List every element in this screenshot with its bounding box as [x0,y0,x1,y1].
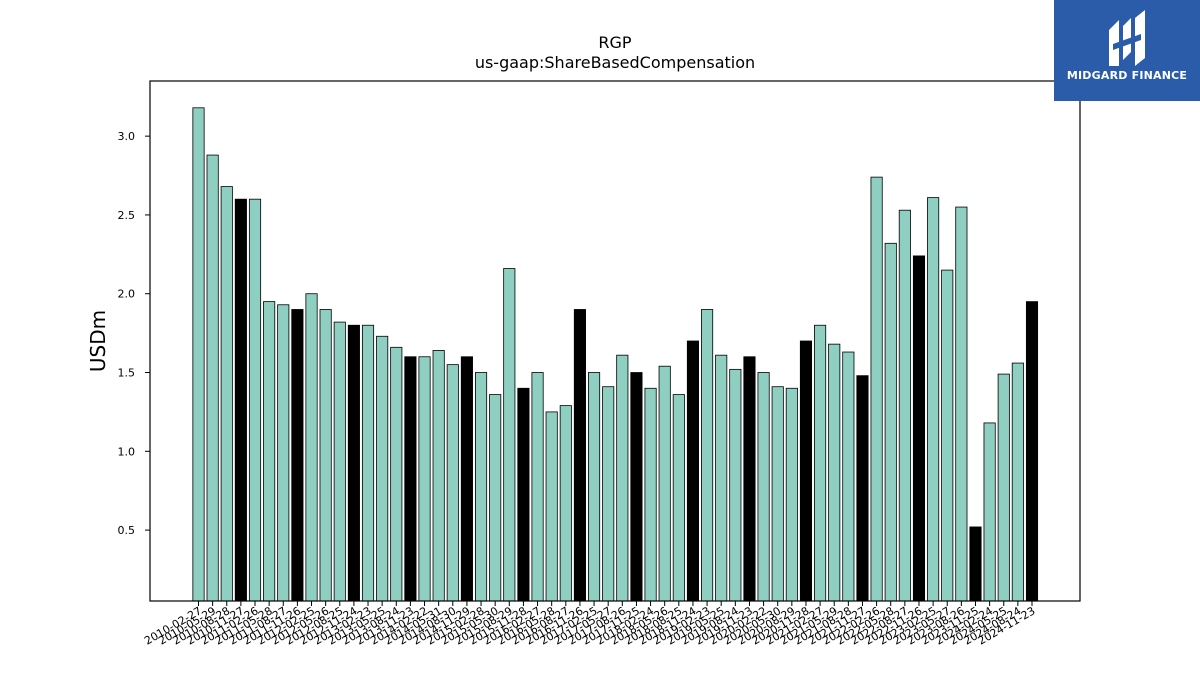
bar [997,373,1010,602]
bar [418,356,431,602]
y-tick-label: 1.0 [118,445,136,458]
bar [757,372,770,602]
bar [474,372,488,602]
bar [898,209,911,602]
bar [912,255,926,602]
bar [969,526,982,602]
bar [686,340,699,602]
bar [1025,301,1039,602]
bar [531,372,544,602]
bar [672,394,685,602]
bar [1011,362,1024,602]
bar [884,242,897,602]
bar [333,321,346,602]
bar [927,197,940,602]
bar [489,394,502,602]
bar [588,372,601,602]
y-axis-label: USDm [86,310,110,372]
y-tick-label: 2.0 [118,288,136,301]
bar [842,351,855,602]
bar [870,176,883,602]
bar [234,198,247,602]
y-tick-label: 0.5 [118,524,136,537]
bar [715,354,728,602]
bar [206,154,219,602]
midgard-finance-logo: MIDGARD FINANCE [1054,0,1200,101]
bar [545,411,558,602]
bar [319,309,332,602]
logo-text: MIDGARD FINANCE [1066,69,1188,82]
bar [220,186,233,602]
bar [616,354,629,602]
chart-subtitle: us-gaap:ShareBasedCompensation [475,53,755,72]
bar [192,107,205,602]
bar [814,324,827,602]
bar [390,346,403,602]
bars-group [192,107,1039,602]
bar [503,268,516,602]
midgard-logo-icon [1109,10,1145,66]
plot-frame [149,80,1081,602]
bar [955,206,968,602]
bar [701,309,714,602]
bar [856,375,869,602]
bar [785,387,798,602]
chart-title: RGP [598,33,632,52]
bar [573,309,586,602]
bar [361,324,375,602]
bar [248,198,262,602]
bar [630,372,643,602]
bar [771,386,784,602]
bar [446,364,459,602]
bar [376,335,389,602]
bar [277,304,290,602]
bar [983,422,996,602]
bar [404,356,417,602]
bar [658,365,671,602]
y-tick-label: 3.0 [118,130,136,143]
bar [347,324,360,602]
bar [432,350,445,602]
x-axis: 2010-02-272010-05-292010-08-282010-11-27… [142,601,1038,648]
bar [291,309,304,602]
bar [644,387,657,602]
bar [828,343,841,602]
y-axis: 0.5 1.0 1.5 2.0 2.5 3.0 [118,130,150,537]
bar [305,293,318,602]
bar [729,368,742,602]
y-tick-label: 1.5 [118,367,136,380]
bar [559,405,572,602]
bar [602,386,615,602]
bar [743,356,756,602]
bar [460,356,473,602]
bar [799,340,813,602]
bar [941,269,954,602]
bar [517,387,530,602]
y-tick-label: 2.5 [118,209,136,222]
bar [263,301,276,602]
